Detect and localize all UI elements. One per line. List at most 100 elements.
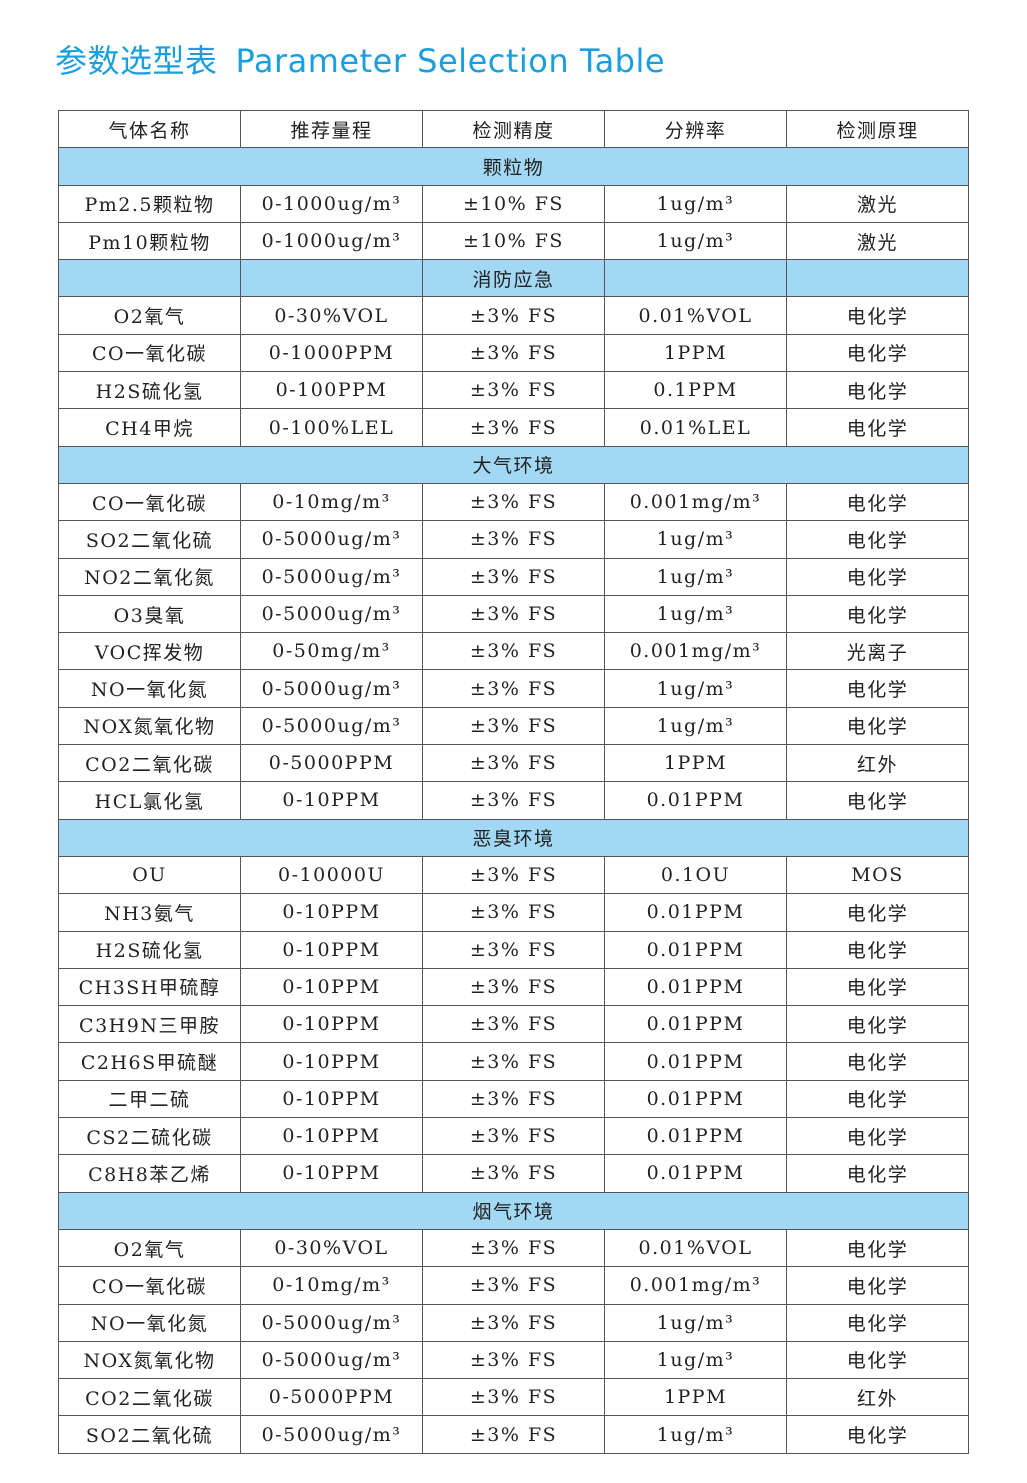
accuracy: ±3% FS: [422, 594, 605, 634]
principle: 电化学: [786, 1079, 969, 1119]
gas-name: C3H9N三甲胺: [58, 1005, 241, 1044]
principle: 电化学: [786, 296, 969, 335]
principle: 电化学: [786, 1303, 969, 1342]
gas-name: H2S硫化氢: [58, 371, 241, 410]
range: 0-5000ug/m³: [240, 1415, 423, 1454]
table-row: CS2二硫化碳 0-10PPM ±3% FS 0.01PPM 电化学: [58, 1117, 969, 1156]
resolution: 1ug/m³: [604, 669, 787, 708]
accuracy: ±3% FS: [422, 557, 605, 596]
range: 0-10PPM: [240, 1117, 423, 1156]
principle: 电化学: [786, 1228, 969, 1268]
table-row: CH4甲烷 0-100%LEL ±3% FS 0.01%LEL 电化学: [58, 408, 969, 447]
range: 0-5000ug/m³: [240, 706, 423, 746]
page-title: 参数选型表 Parameter Selection Table: [55, 36, 665, 82]
table-row: H2S硫化氢 0-10PPM ±3% FS 0.01PPM 电化学: [58, 930, 969, 969]
resolution: 1ug/m³: [604, 221, 787, 261]
parameter-table: 气体名称 推荐量程 检测精度 分辨率 检测原理 颗粒物 Pm2.5颗粒物 0-1000ug/m…: [58, 109, 969, 1454]
range: 0-5000ug/m³: [240, 520, 423, 559]
section-row: 颗粒物: [58, 147, 969, 186]
resolution: 0.01PPM: [604, 781, 787, 820]
range: 0-10PPM: [240, 1042, 423, 1081]
range: 0-1000ug/m³: [240, 221, 423, 261]
resolution: 1ug/m³: [604, 557, 787, 596]
accuracy: ±3% FS: [422, 1340, 605, 1380]
range: 0-50mg/m³: [240, 632, 423, 671]
gas-name: CO一氧化碳: [58, 333, 241, 373]
gas-name: CS2二硫化碳: [58, 1117, 241, 1156]
accuracy: ±3% FS: [422, 632, 605, 671]
principle: 电化学: [786, 371, 969, 410]
gas-name: CO一氧化碳: [58, 1266, 241, 1305]
principle: 电化学: [786, 669, 969, 708]
range: 0-10PPM: [240, 1154, 423, 1193]
range: 0-10PPM: [240, 893, 423, 932]
range: 0-10PPM: [240, 1079, 423, 1119]
table-row: NOX氮氧化物 0-5000ug/m³ ±3% FS 1ug/m³ 电化学: [58, 1340, 969, 1380]
header-row: 气体名称 推荐量程 检测精度 分辨率 检测原理: [58, 109, 969, 149]
gas-name: O3臭氧: [58, 594, 241, 634]
principle: 光离子: [786, 632, 969, 671]
gas-name: OU: [58, 855, 241, 895]
gas-name: SO2二氧化硫: [58, 1415, 241, 1454]
table-row: CO一氧化碳 0-10mg/m³ ±3% FS 0.001mg/m³ 电化学: [58, 482, 969, 522]
resolution: 0.01PPM: [604, 1079, 787, 1119]
principle: 电化学: [786, 1005, 969, 1044]
section-title: 烟气环境: [58, 1191, 969, 1230]
gas-name: CO2二氧化碳: [58, 744, 241, 783]
table-row: NH3氨气 0-10PPM ±3% FS 0.01PPM 电化学: [58, 893, 969, 932]
principle: 电化学: [786, 482, 969, 522]
accuracy: ±3% FS: [422, 296, 605, 335]
column-header: 推荐量程: [240, 109, 423, 149]
table-row: CO一氧化碳 0-10mg/m³ ±3% FS 0.001mg/m³ 电化学: [58, 1266, 969, 1305]
section-title: 恶臭环境: [58, 818, 969, 857]
accuracy: ±3% FS: [422, 1005, 605, 1044]
range: 0-10000U: [240, 855, 423, 895]
resolution: 0.01PPM: [604, 1154, 787, 1193]
principle: 电化学: [786, 333, 969, 373]
table-row: O2氧气 0-30%VOL ±3% FS 0.01%VOL 电化学: [58, 1228, 969, 1268]
accuracy: ±3% FS: [422, 1117, 605, 1156]
title-cn: 参数选型表: [55, 42, 218, 80]
resolution: 1ug/m³: [604, 706, 787, 746]
accuracy: ±3% FS: [422, 408, 605, 447]
accuracy: ±10% FS: [422, 221, 605, 261]
accuracy: ±3% FS: [422, 1154, 605, 1193]
accuracy: ±3% FS: [422, 1303, 605, 1342]
table-row: H2S硫化氢 0-100PPM ±3% FS 0.1PPM 电化学: [58, 371, 969, 410]
table-row: OU 0-10000U ±3% FS 0.1OU MOS: [58, 855, 969, 895]
range: 0-30%VOL: [240, 1228, 423, 1268]
accuracy: ±3% FS: [422, 1079, 605, 1119]
resolution: 0.1PPM: [604, 371, 787, 410]
principle: 电化学: [786, 967, 969, 1007]
range: 0-1000ug/m³: [240, 184, 423, 223]
resolution: 1ug/m³: [604, 520, 787, 559]
gas-name: CH3SH甲硫醇: [58, 967, 241, 1007]
principle: 红外: [786, 744, 969, 783]
resolution: 0.01%LEL: [604, 408, 787, 447]
range: 0-5000ug/m³: [240, 557, 423, 596]
resolution: 1ug/m³: [604, 1303, 787, 1342]
range: 0-10mg/m³: [240, 1266, 423, 1305]
section-row: 烟气环境: [58, 1191, 969, 1230]
principle: MOS: [786, 855, 969, 895]
range: 0-10PPM: [240, 1005, 423, 1044]
section-row: 大气环境: [58, 445, 969, 484]
range: 0-10PPM: [240, 930, 423, 969]
principle: 激光: [786, 184, 969, 223]
resolution: 0.001mg/m³: [604, 632, 787, 671]
principle: 电化学: [786, 1117, 969, 1156]
accuracy: ±3% FS: [422, 781, 605, 820]
column-header: 分辨率: [604, 109, 787, 149]
section-cell: [786, 259, 969, 298]
resolution: 0.001mg/m³: [604, 482, 787, 522]
table-row: O3臭氧 0-5000ug/m³ ±3% FS 1ug/m³ 电化学: [58, 594, 969, 634]
resolution: 1ug/m³: [604, 184, 787, 223]
principle: 电化学: [786, 1340, 969, 1380]
section-cell: [58, 259, 241, 298]
table-row: CO2二氧化碳 0-5000PPM ±3% FS 1PPM 红外: [58, 744, 969, 783]
table-row: NOX氮氧化物 0-5000ug/m³ ±3% FS 1ug/m³ 电化学: [58, 706, 969, 746]
principle: 电化学: [786, 1415, 969, 1454]
resolution: 0.01PPM: [604, 1117, 787, 1156]
table-row: C8H8苯乙烯 0-10PPM ±3% FS 0.01PPM 电化学: [58, 1154, 969, 1193]
table-row: NO一氧化氮 0-5000ug/m³ ±3% FS 1ug/m³ 电化学: [58, 1303, 969, 1342]
